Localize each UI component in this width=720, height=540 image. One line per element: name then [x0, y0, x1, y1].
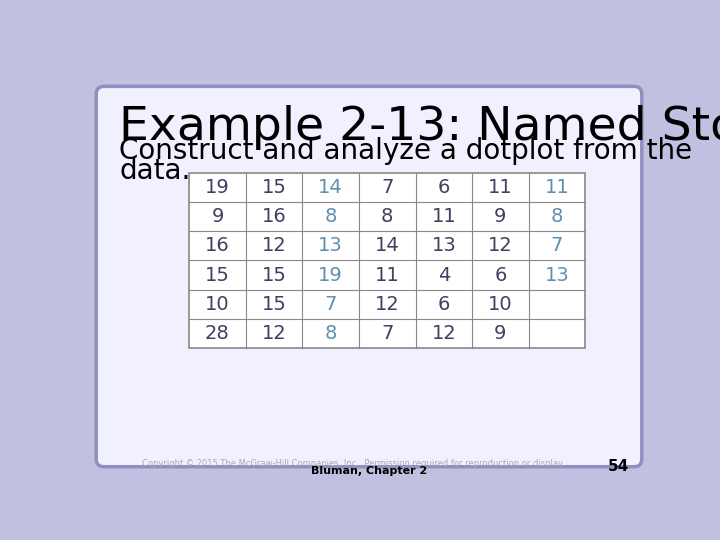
Text: 15: 15 — [261, 178, 287, 197]
Bar — [189, 173, 585, 348]
Text: 10: 10 — [205, 295, 230, 314]
Text: 15: 15 — [261, 295, 287, 314]
Text: 7: 7 — [325, 295, 337, 314]
Text: 9: 9 — [211, 207, 224, 226]
Text: 19: 19 — [318, 266, 343, 285]
Text: Bluman, Chapter 2: Bluman, Chapter 2 — [311, 467, 427, 476]
Text: 16: 16 — [205, 237, 230, 255]
Text: 13: 13 — [318, 237, 343, 255]
Text: 11: 11 — [431, 207, 456, 226]
Text: 11: 11 — [375, 266, 400, 285]
Text: 8: 8 — [551, 207, 563, 226]
Text: 7: 7 — [551, 237, 563, 255]
Text: 19: 19 — [205, 178, 230, 197]
Text: 8: 8 — [325, 207, 337, 226]
Text: 15: 15 — [205, 266, 230, 285]
Text: Copyright © 2015 The McGraw-Hill Companies, Inc.  Permission required for reprod: Copyright © 2015 The McGraw-Hill Compani… — [143, 459, 564, 468]
Text: 14: 14 — [318, 178, 343, 197]
Text: 12: 12 — [261, 324, 287, 343]
Text: data.: data. — [120, 157, 191, 185]
Text: 11: 11 — [544, 178, 570, 197]
Text: 6: 6 — [438, 295, 450, 314]
FancyBboxPatch shape — [96, 86, 642, 467]
Text: 16: 16 — [261, 207, 287, 226]
Text: 9: 9 — [494, 324, 507, 343]
Text: 7: 7 — [381, 178, 393, 197]
Text: 4: 4 — [438, 266, 450, 285]
Text: Example 2-13: Named Storms: Example 2-13: Named Storms — [120, 105, 720, 150]
Text: 14: 14 — [375, 237, 400, 255]
Text: 12: 12 — [431, 324, 456, 343]
Text: 6: 6 — [438, 178, 450, 197]
Text: 7: 7 — [381, 324, 393, 343]
Text: 6: 6 — [494, 266, 507, 285]
Text: 9: 9 — [494, 207, 507, 226]
Text: 13: 13 — [431, 237, 456, 255]
Text: Construct and analyze a dotplot from the: Construct and analyze a dotplot from the — [120, 137, 693, 165]
Text: 28: 28 — [205, 324, 230, 343]
Text: 13: 13 — [544, 266, 570, 285]
Text: 8: 8 — [325, 324, 337, 343]
Text: 12: 12 — [261, 237, 287, 255]
Text: 12: 12 — [488, 237, 513, 255]
Text: 11: 11 — [488, 178, 513, 197]
Text: 54: 54 — [608, 459, 629, 474]
Text: 12: 12 — [375, 295, 400, 314]
Text: 10: 10 — [488, 295, 513, 314]
Text: 8: 8 — [381, 207, 393, 226]
Text: 15: 15 — [261, 266, 287, 285]
